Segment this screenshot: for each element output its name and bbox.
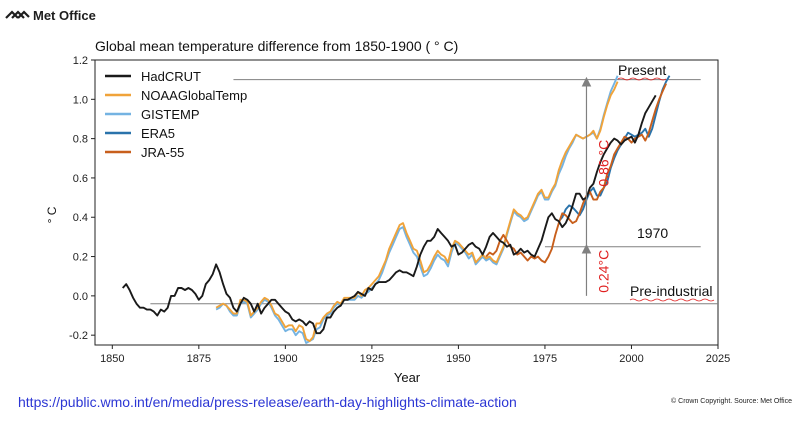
logo-text: Met Office (33, 8, 96, 23)
temperature-chart: Global mean temperature difference from … (45, 38, 730, 385)
legend-label: NOAAGlobalTemp (141, 88, 247, 103)
series-line-gistemp (215, 75, 619, 344)
y-tick-label: 0.4 (73, 212, 88, 224)
series-line-era5 (558, 75, 671, 222)
pre-industrial-label: Pre-industrial (630, 283, 712, 299)
x-tick-label: 1850 (100, 353, 124, 365)
legend-label: HadCRUT (141, 69, 201, 84)
y-axis-label: ° C (45, 206, 59, 223)
year-1970-label: 1970 (637, 225, 668, 241)
y-tick-label: 0.2 (73, 252, 88, 264)
y-tick-label: 1.2 (73, 55, 88, 67)
x-tick-label: 1875 (187, 353, 211, 365)
x-tick-label: 2025 (706, 353, 730, 365)
x-tick-label: 1925 (360, 353, 384, 365)
source-link[interactable]: https://public.wmo.int/en/media/press-re… (18, 394, 517, 410)
y-tick-label: 1.0 (73, 94, 88, 106)
series-line-noaaglobaltemp (215, 81, 619, 343)
y-tick-label: -0.2 (69, 330, 88, 342)
spellcheck-underline (629, 298, 715, 302)
x-tick-label: 1975 (533, 353, 557, 365)
legend-label: GISTEMP (141, 107, 200, 122)
legend-label: ERA5 (141, 126, 175, 141)
y-tick-label: 0.6 (73, 173, 88, 185)
spellcheck-underline (617, 77, 667, 81)
copyright-text: © Crown Copyright. Source: Met Office (671, 398, 792, 405)
met-office-logo-icon (5, 9, 30, 19)
x-axis-label: Year (394, 370, 421, 385)
x-tick-label: 1950 (446, 353, 470, 365)
series-line-hadcrut (121, 94, 657, 335)
legend-label: JRA-55 (141, 145, 184, 160)
temperature-change-label: 0.24°C (595, 250, 611, 293)
y-tick-label: 0.8 (73, 134, 88, 146)
y-tick-label: 0.0 (73, 291, 88, 303)
temperature-change-label: 0.86 °C (595, 140, 611, 187)
chart-title: Global mean temperature difference from … (95, 38, 458, 54)
x-tick-label: 2000 (619, 353, 643, 365)
x-tick-label: 1900 (273, 353, 297, 365)
met-office-logo: Met Office (4, 8, 96, 23)
plot-frame (94, 59, 719, 346)
present-label: Present (618, 62, 666, 78)
